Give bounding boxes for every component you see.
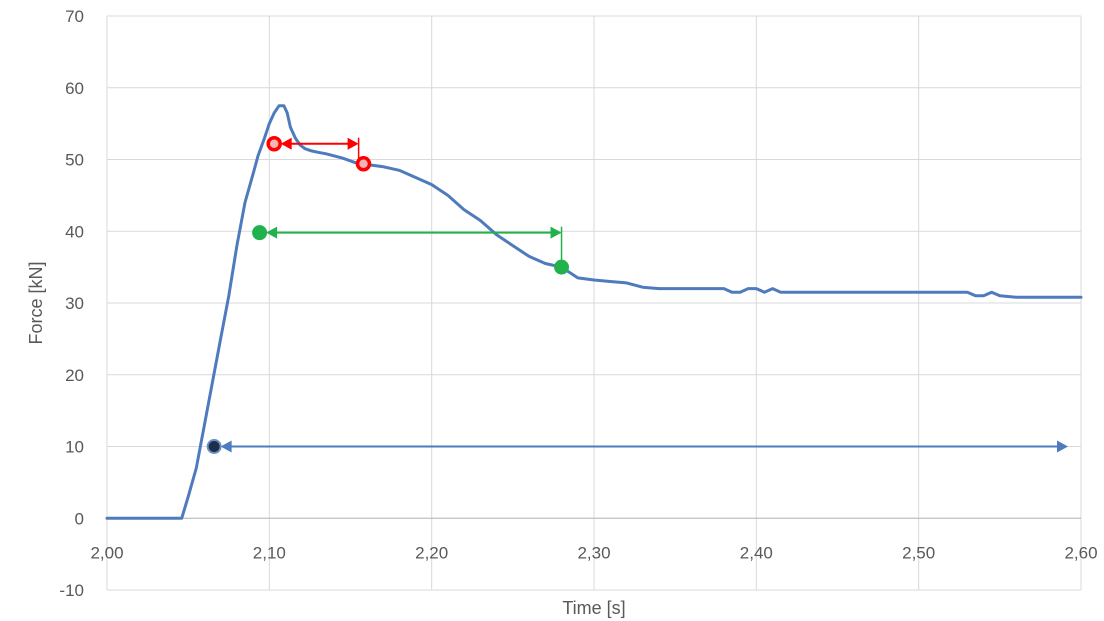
y-tick-label: 70 [65, 7, 84, 26]
tick-labels: -10 0 10 20 30 40 50 60 70 2,00 2,10 2,20 2,30 2,40 2,… [59, 7, 1097, 600]
arrow-head [1057, 440, 1069, 453]
x-axis-title: Time [s] [562, 598, 625, 618]
x-tick-label: 2,00 [90, 543, 123, 562]
y-axis-title: Force [kN] [26, 261, 46, 344]
point-marker [554, 259, 570, 275]
x-tick-label: 2,40 [740, 543, 773, 562]
y-tick-label: 40 [65, 222, 84, 241]
arrow-head [550, 226, 562, 239]
y-tick-label: 30 [65, 294, 84, 313]
x-tick-label: 2,60 [1064, 543, 1097, 562]
arrow-head [280, 137, 292, 150]
y-tick-label: 60 [65, 79, 84, 98]
arrow-head [220, 440, 232, 453]
point-marker [266, 135, 282, 152]
point-marker [252, 225, 268, 241]
series-lines [105, 104, 1083, 520]
x-tick-label: 2,30 [577, 543, 610, 562]
arrow-head [347, 137, 359, 150]
annotations [206, 135, 1069, 454]
point-marker [206, 439, 222, 454]
y-tick-label: -10 [59, 581, 84, 600]
y-tick-label: 20 [65, 366, 84, 385]
y-tick-label: 0 [75, 509, 84, 528]
y-tick-label: 10 [65, 438, 84, 457]
x-tick-label: 2,50 [902, 543, 935, 562]
arrow-head [266, 226, 278, 239]
force-curve [105, 104, 1083, 520]
grid-lines [106, 15, 1082, 591]
x-tick-label: 2,10 [253, 543, 286, 562]
point-marker [355, 156, 372, 172]
x-tick-label: 2,20 [415, 543, 448, 562]
y-tick-label: 50 [65, 151, 84, 170]
